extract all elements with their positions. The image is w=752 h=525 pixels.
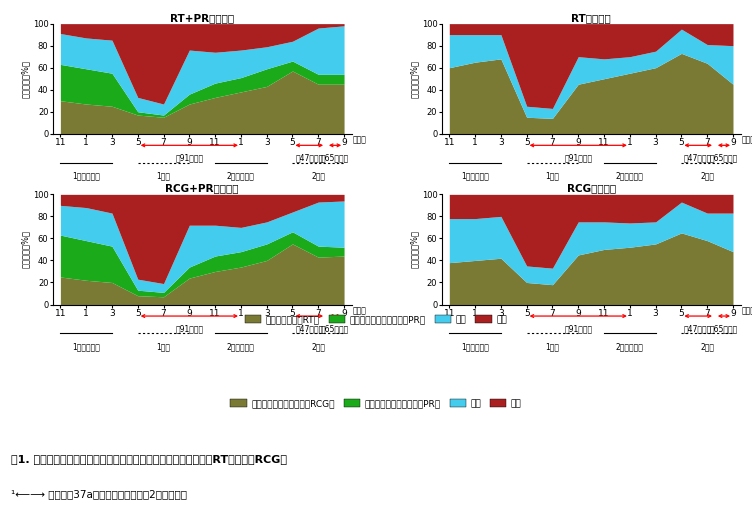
Text: 1年目放牧前: 1年目放牧前 xyxy=(72,342,100,351)
Text: 2年目放牧前: 2年目放牧前 xyxy=(227,172,255,181)
Title: RCG+PR混播草地: RCG+PR混播草地 xyxy=(165,184,239,194)
Text: 2年目: 2年目 xyxy=(311,342,326,351)
Text: （47日間）: （47日間） xyxy=(295,324,323,333)
Legend: リードカナリーグラス（RCG）, ペレニアルライグラス（PR）, 雑草, 裸地: リードカナリーグラス（RCG）, ペレニアルライグラス（PR）, 雑草, 裸地 xyxy=(227,396,525,412)
Text: （47日間）: （47日間） xyxy=(684,324,712,333)
Text: （91日間）: （91日間） xyxy=(175,324,203,333)
Text: （65日間）: （65日間） xyxy=(321,154,349,163)
Legend: レッドトップ（RT）, ペレニアルライグラス（PR）, 雑草, 裸地: レッドトップ（RT）, ペレニアルライグラス（PR）, 雑草, 裸地 xyxy=(241,312,511,328)
Text: 1年目: 1年目 xyxy=(545,172,559,181)
Title: RT+PR混播草地: RT+PR混播草地 xyxy=(170,13,235,23)
Text: 1年目: 1年目 xyxy=(156,172,171,181)
Text: （月）: （月） xyxy=(353,135,367,144)
Text: 1年目放牧前: 1年目放牧前 xyxy=(461,342,489,351)
Text: 2年目: 2年目 xyxy=(700,342,714,351)
Text: 2年目放牧前: 2年目放牧前 xyxy=(227,342,255,351)
Text: 2年目: 2年目 xyxy=(311,172,326,181)
Text: （月）: （月） xyxy=(742,306,752,315)
Text: 1年目放牧前: 1年目放牧前 xyxy=(72,172,100,181)
Text: （91日間）: （91日間） xyxy=(564,154,593,163)
Text: （65日間）: （65日間） xyxy=(710,324,738,333)
Title: RT単播草地: RT単播草地 xyxy=(572,13,611,23)
Text: （月）: （月） xyxy=(353,306,367,315)
Text: （65日間）: （65日間） xyxy=(710,154,738,163)
Text: 図1. 水田放牧地における混播草地と単播草地の植生変化（上段：RT、下段：RCG）: 図1. 水田放牧地における混播草地と単播草地の植生変化（上段：RT、下段：RCG… xyxy=(11,454,287,464)
Text: （91日間）: （91日間） xyxy=(564,324,593,333)
Text: （91日間）: （91日間） xyxy=(175,154,203,163)
Text: ¹⟵⟶ の期間、37aに黒毛和種繁殖雌牛2頭を放牧．: ¹⟵⟶ の期間、37aに黒毛和種繁殖雌牛2頭を放牧． xyxy=(11,489,187,499)
Y-axis label: 冠部被度（%）: 冠部被度（%） xyxy=(21,60,30,98)
Text: 2年目放牧前: 2年目放牧前 xyxy=(616,172,644,181)
Text: （47日間）: （47日間） xyxy=(684,154,712,163)
Text: 2年目放牧前: 2年目放牧前 xyxy=(616,342,644,351)
Y-axis label: 冠部被度（%）: 冠部被度（%） xyxy=(410,60,419,98)
Y-axis label: 冠部被度（%）: 冠部被度（%） xyxy=(410,230,419,268)
Text: 2年目: 2年目 xyxy=(700,172,714,181)
Text: 1年目: 1年目 xyxy=(545,342,559,351)
Text: 1年目: 1年目 xyxy=(156,342,171,351)
Y-axis label: 冠部被度（%）: 冠部被度（%） xyxy=(21,230,30,268)
Text: （47日間）: （47日間） xyxy=(295,154,323,163)
Text: 1年目放牧前: 1年目放牧前 xyxy=(461,172,489,181)
Text: （65日間）: （65日間） xyxy=(321,324,349,333)
Text: （月）: （月） xyxy=(742,135,752,144)
Title: RCG単播草地: RCG単播草地 xyxy=(566,184,616,194)
